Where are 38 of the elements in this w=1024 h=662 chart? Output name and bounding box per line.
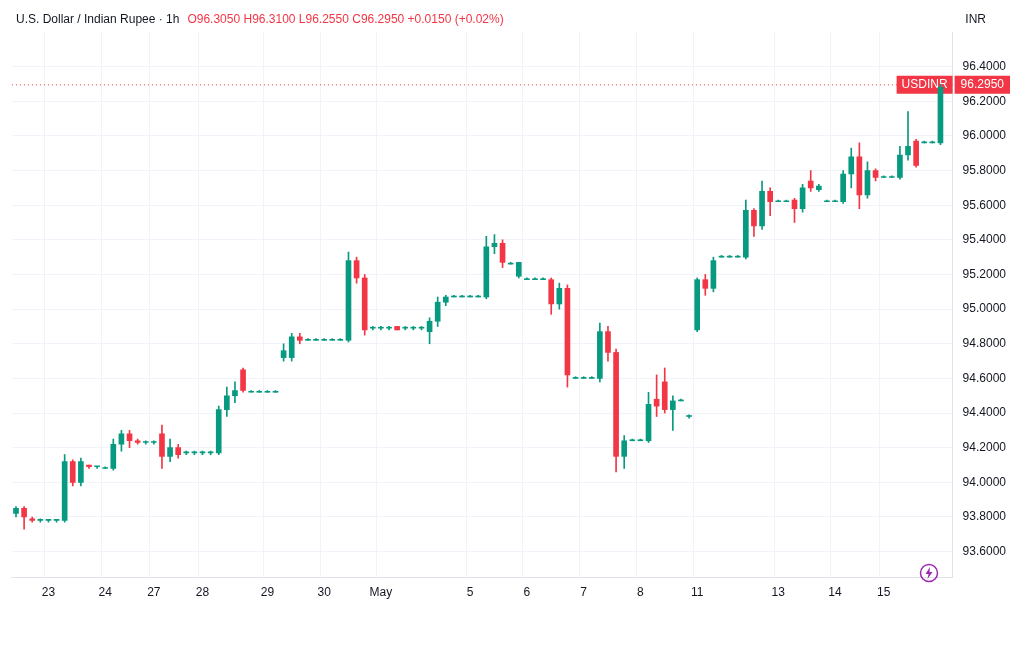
- y-tick-label: 95.0000: [962, 301, 1007, 316]
- x-tick-label: 23: [41, 585, 56, 600]
- ref-line-label: USDINR: [901, 77, 948, 92]
- y-tick-label: 95.6000: [962, 197, 1007, 212]
- y-tick-label: 96.0000: [962, 128, 1007, 143]
- chart-subtitle: O96.3050 H96.3100 L96.2550 C96.2950 +0.0150 (+0.02%): [187, 12, 504, 26]
- text: 96.2950: [960, 77, 1005, 92]
- y-tick-label: 94.8000: [962, 336, 1007, 351]
- x-tick-label: 15: [877, 585, 891, 600]
- y-tick-label: 94.2000: [962, 440, 1007, 455]
- y-tick-label: 95.8000: [962, 162, 1007, 177]
- y-axis-title: INR: [965, 12, 986, 26]
- y-tick-label: 96.4000: [962, 58, 1007, 73]
- x-tick-label: 24: [98, 585, 113, 600]
- x-tick-label: May: [369, 585, 393, 600]
- y-tick-label: 93.6000: [962, 543, 1007, 558]
- x-tick-label: 11: [690, 585, 704, 600]
- candlestick: [905, 111, 911, 161]
- chart-title: U.S. Dollar / Indian Rupee · 1h: [16, 12, 180, 26]
- x-tick-label: 5: [466, 585, 474, 600]
- y-tick-label: 95.4000: [962, 232, 1007, 247]
- candlestick: [670, 395, 676, 431]
- x-tick-label: 28: [195, 585, 210, 600]
- x-tick-label: 6: [523, 585, 531, 600]
- x-tick-label: 7: [580, 585, 588, 600]
- y-tick-label: 94.0000: [962, 474, 1007, 489]
- x-tick-label: 27: [147, 585, 161, 600]
- y-tick-label: 93.8000: [962, 509, 1007, 524]
- candlestick: [94, 465, 100, 469]
- x-tick-label: 8: [637, 585, 645, 600]
- y-tick-label: 96.2000: [962, 93, 1007, 108]
- x-tick-label: 29: [260, 585, 275, 600]
- y-tick-label: 95.2000: [962, 266, 1007, 281]
- y-tick-label: 94.4000: [962, 405, 1007, 420]
- x-tick-label: 14: [828, 585, 843, 600]
- x-tick-label: 30: [317, 585, 332, 600]
- x-tick-label: 13: [771, 585, 786, 600]
- y-tick-label: 94.6000: [962, 370, 1007, 385]
